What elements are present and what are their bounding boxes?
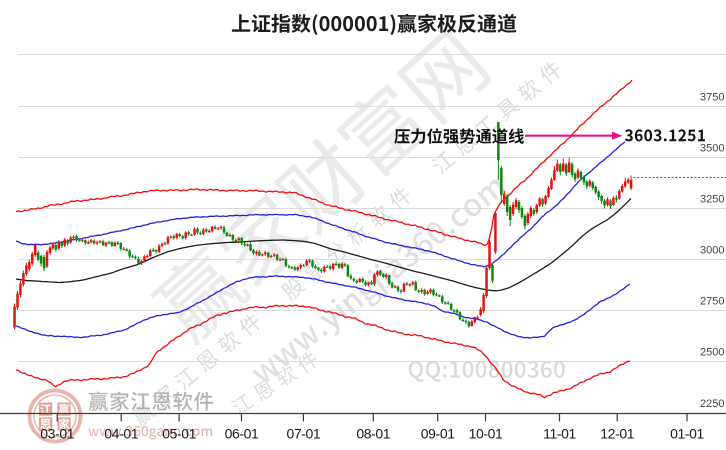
svg-text:12-01: 12-01 <box>600 426 634 442</box>
svg-text:2750: 2750 <box>700 296 724 308</box>
svg-text:04-01: 04-01 <box>104 426 138 442</box>
svg-text:3250: 3250 <box>700 194 724 206</box>
svg-text:2250: 2250 <box>700 398 724 410</box>
svg-text:03-01: 03-01 <box>40 426 74 442</box>
svg-text:01-01: 01-01 <box>670 426 704 442</box>
svg-text:05-01: 05-01 <box>162 426 196 442</box>
svg-text:3500: 3500 <box>700 143 724 155</box>
svg-text:11-01: 11-01 <box>543 426 576 442</box>
svg-text:2500: 2500 <box>700 347 724 359</box>
svg-text:3750: 3750 <box>700 92 724 104</box>
svg-text:3000: 3000 <box>700 245 724 257</box>
svg-text:07-01: 07-01 <box>286 426 320 442</box>
svg-text:09-01: 09-01 <box>421 426 455 442</box>
svg-text:08-01: 08-01 <box>356 426 390 442</box>
svg-text:10-01: 10-01 <box>469 426 503 442</box>
svg-text:06-01: 06-01 <box>225 426 259 442</box>
